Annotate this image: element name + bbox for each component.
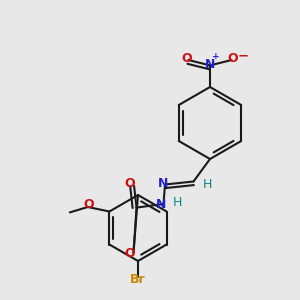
Text: O: O bbox=[124, 177, 135, 190]
Text: O: O bbox=[84, 197, 94, 211]
Text: O: O bbox=[124, 247, 135, 260]
Text: Br: Br bbox=[130, 273, 146, 286]
Text: H: H bbox=[203, 178, 213, 191]
Text: N: N bbox=[205, 58, 215, 71]
Text: N: N bbox=[158, 177, 168, 190]
Text: H: H bbox=[172, 196, 182, 209]
Text: N: N bbox=[156, 198, 167, 211]
Text: +: + bbox=[212, 52, 220, 61]
Text: O: O bbox=[182, 52, 192, 65]
Text: O: O bbox=[227, 52, 238, 65]
Text: −: − bbox=[237, 50, 249, 63]
